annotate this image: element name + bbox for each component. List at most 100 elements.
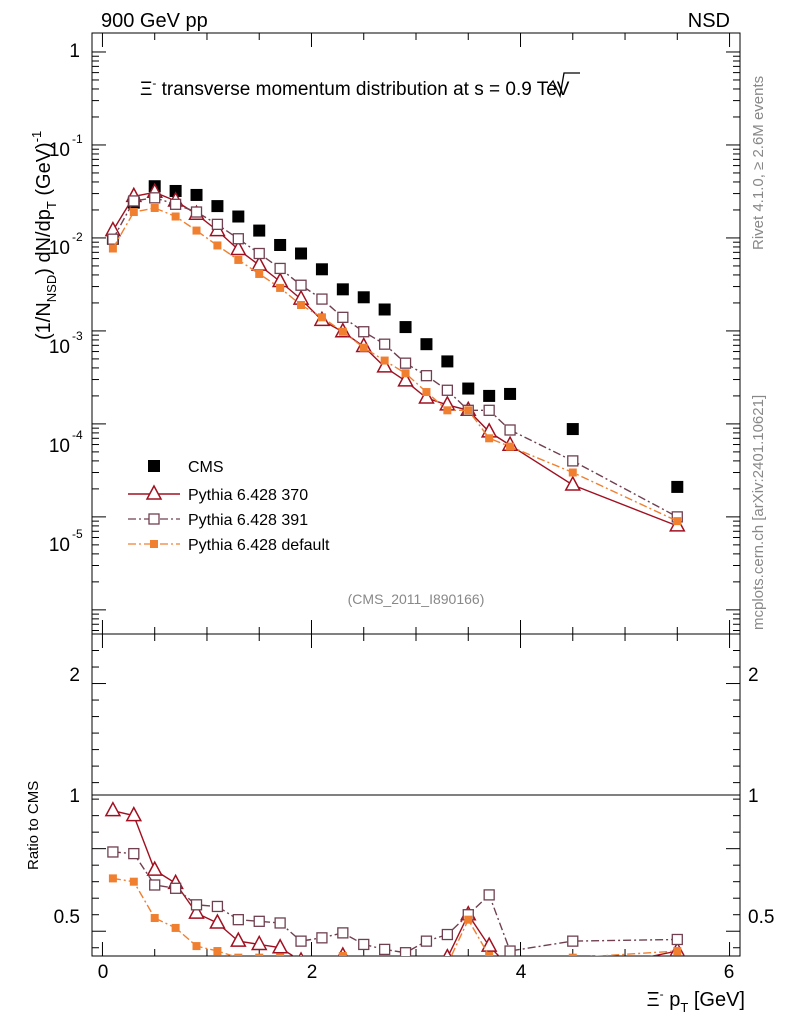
legend-pdef-marker xyxy=(150,540,158,548)
data-point-p370 xyxy=(376,357,393,373)
ratio-point-p370 xyxy=(104,801,122,817)
legend: CMS Pythia 6.428 370 Pythia 6.428 391 Py… xyxy=(128,459,330,554)
y-tick-exp-e-5: -5 xyxy=(72,527,83,541)
ratio-point-p370 xyxy=(298,951,304,956)
data-point-p391 xyxy=(232,233,244,245)
data-point-pdef xyxy=(192,226,201,235)
data-point-pdef xyxy=(380,356,389,365)
data-point-p391 xyxy=(149,192,161,204)
ratio-point-p391 xyxy=(232,914,244,926)
ratio-y-axis-label: Ratio to CMS xyxy=(25,781,42,870)
data-point-pdef xyxy=(485,434,494,443)
ratio-point-pdef xyxy=(338,952,347,956)
y-tick-label-e-3: 10 xyxy=(49,337,70,358)
x-axis-label: Ξ- pT [GeV] xyxy=(647,987,745,1015)
ratio-point-p391 xyxy=(378,943,391,956)
ratio-point-pdef xyxy=(568,953,577,956)
data-point-pdef xyxy=(317,313,326,322)
data-point-cms xyxy=(420,338,433,351)
ratio-point-pdef xyxy=(255,953,264,956)
x-tick-4: 4 xyxy=(516,962,527,983)
ratio-point-pdef xyxy=(297,964,305,972)
data-point-pdef xyxy=(234,255,243,264)
sqrt-sign-icon xyxy=(548,72,580,99)
ratio-point-p370 xyxy=(230,931,247,947)
y-axis-label: (1/NNSD) dN/dpT (GeV)-1 xyxy=(29,131,59,340)
data-point-cms xyxy=(232,210,245,223)
ratio-point-p391 xyxy=(483,889,495,901)
ratio-point-p391 xyxy=(420,935,433,947)
ratio-point-p391 xyxy=(567,935,579,947)
ratio-point-p370 xyxy=(125,806,143,822)
y-tick-exp-e-3: -3 xyxy=(72,329,83,343)
y-tick-exp-e-1: -1 xyxy=(72,132,83,146)
data-point-p391 xyxy=(378,338,391,350)
ratio-point-p370 xyxy=(399,963,413,976)
ratio-series-layer xyxy=(104,801,686,979)
ratio-point-p370 xyxy=(378,966,392,979)
ratio-point-p370 xyxy=(443,948,452,956)
data-point-pdef xyxy=(464,406,473,415)
data-point-pdef xyxy=(255,269,264,278)
ratio-point-pdef xyxy=(108,874,117,883)
header-left: 900 GeV pp xyxy=(101,10,208,32)
data-point-cms xyxy=(504,387,517,400)
data-point-p391 xyxy=(504,424,516,436)
main-series-layer xyxy=(104,180,686,532)
ratio-point-pdef xyxy=(192,942,201,951)
legend-pdef-label: Pythia 6.428 default xyxy=(188,537,330,554)
data-point-pdef xyxy=(171,212,180,221)
legend-cms-label: CMS xyxy=(188,459,224,476)
axis-ticks xyxy=(92,33,740,956)
header-right: NSD xyxy=(688,10,730,32)
ratio-point-pdef xyxy=(171,923,180,932)
ratio-tick-right-1: 1 xyxy=(748,786,759,807)
legend-cms-marker xyxy=(148,460,160,472)
legend-p370-label: Pythia 6.428 370 xyxy=(188,487,308,504)
data-point-cms xyxy=(441,355,454,368)
ratio-point-p391 xyxy=(441,928,454,941)
data-point-p391 xyxy=(483,404,495,416)
y-tick-exp-e-2: -2 xyxy=(72,230,83,244)
data-point-cms xyxy=(483,389,496,402)
x-tick-2: 2 xyxy=(307,962,318,983)
ratio-tick-right-2: 2 xyxy=(748,665,759,686)
ratio-point-p391 xyxy=(169,882,182,894)
data-point-pdef xyxy=(338,327,347,336)
data-point-p391 xyxy=(128,195,140,207)
legend-p391-marker xyxy=(148,513,160,525)
ratio-point-pdef xyxy=(129,877,138,886)
ratio-point-pdef xyxy=(464,915,473,924)
ratio-point-p391 xyxy=(128,847,140,860)
analysis-id: (CMS_2011_I890166) xyxy=(348,591,485,607)
ratio-point-pdef xyxy=(422,959,430,967)
ratio-point-p391 xyxy=(190,899,203,911)
ratio-point-pdef xyxy=(360,962,368,970)
data-point-p370 xyxy=(230,239,247,256)
ratio-point-p370 xyxy=(363,954,365,956)
ratio-tick-1: 1 xyxy=(69,786,80,807)
ratio-point-p370 xyxy=(271,938,289,954)
rivet-label: Rivet 4.1.0, ≥ 2.6M events xyxy=(750,76,767,250)
data-point-cms xyxy=(169,184,182,197)
data-point-cms xyxy=(274,238,287,251)
legend-p370-marker xyxy=(145,484,163,500)
data-point-pdef xyxy=(213,241,222,250)
series-line-p391 xyxy=(112,197,678,518)
data-point-p391 xyxy=(169,198,182,210)
data-point-pdef xyxy=(150,203,159,212)
data-point-cms xyxy=(378,303,391,316)
ratio-point-pdef xyxy=(213,947,222,956)
ratio-point-p370 xyxy=(250,934,268,951)
ratio-point-p391 xyxy=(253,915,265,927)
data-point-pdef xyxy=(276,283,285,292)
ratio-point-p391 xyxy=(399,947,412,956)
legend-p391-label: Pythia 6.428 391 xyxy=(188,512,308,529)
ratio-point-p391 xyxy=(107,846,119,858)
ratio-point-pdef xyxy=(381,964,389,972)
x-tick-0: 0 xyxy=(98,962,109,983)
y-tick-label-1: 1 xyxy=(69,41,80,62)
ratio-tick-0.5: 0.5 xyxy=(54,907,80,928)
data-point-cms xyxy=(253,224,266,237)
